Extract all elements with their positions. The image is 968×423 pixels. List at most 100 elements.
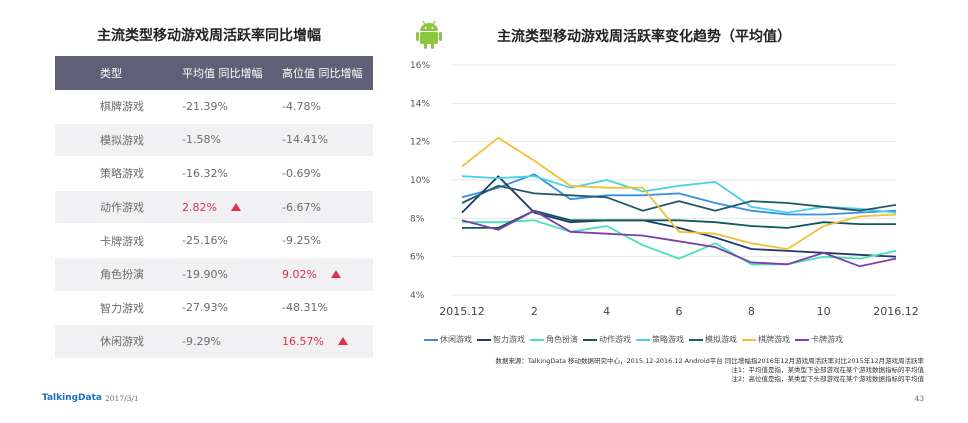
type-cell: 动作游戏 [55, 190, 182, 225]
high-cell: -48.31% [282, 291, 373, 326]
type-cell: 休闲游戏 [55, 324, 182, 359]
table-header-row: 类型 平均值 同比增幅 高位值 同比增幅 [55, 56, 373, 90]
avg-cell-text: -16.32% [182, 166, 228, 180]
brand-logo: TalkingData [42, 393, 102, 403]
high-cell: -4.78% [282, 90, 373, 124]
x-tick-label: 10 [817, 305, 831, 318]
chart-legend: 休闲游戏 智力游戏 角色扮演 动作游戏 策略游戏 模拟游戏 棋牌游戏 卡牌游戏 [424, 334, 848, 345]
y-tick-label: 16% [410, 61, 430, 71]
chart-title: 主流类型移动游戏周活跃率变化趋势（平均值） [497, 29, 791, 45]
high-cell: -14.41% [282, 123, 373, 158]
header-avg: 平均值 同比增幅 [182, 56, 282, 90]
android-icon [416, 20, 442, 49]
avg-cell: -9.29% [182, 324, 282, 359]
legend-label: 休闲游戏 [440, 335, 472, 344]
header-high: 高位值 同比增幅 [282, 56, 373, 90]
avg-cell-text: -19.90% [182, 267, 228, 281]
x-tick-label: 2016.12 [873, 305, 919, 318]
series-line [462, 219, 897, 266]
avg-cell-text: -25.16% [182, 234, 228, 248]
table-body: 棋牌游戏 -21.39% -4.78% 模拟游戏 -1.58% -14.41% 策略游戏 -1… [55, 90, 373, 359]
y-tick-label: 8% [410, 214, 425, 224]
legend-item: 模拟游戏 [689, 334, 737, 345]
y-tick-label: 4% [410, 291, 425, 301]
series-line [461, 209, 897, 268]
increase-triangle-icon [330, 269, 341, 278]
high-cell-text: -4.78% [282, 99, 321, 113]
avg-cell: -19.90% [182, 257, 282, 292]
series-line [461, 136, 897, 250]
table-row: 模拟游戏 -1.58% -14.41% [55, 123, 373, 158]
header-type: 类型 [55, 56, 182, 90]
x-tick-label: 8 [748, 305, 755, 318]
growth-table: 类型 平均值 同比增幅 高位值 同比增幅 棋牌游戏 -21.39% -4.78% 模拟… [55, 56, 373, 359]
table-row: 动作游戏 2.82% -6.67% [55, 190, 373, 225]
type-cell: 卡牌游戏 [55, 223, 182, 258]
high-cell-text: -0.69% [282, 166, 321, 180]
legend-item: 策略游戏 [636, 334, 684, 345]
legend-item: 动作游戏 [583, 334, 631, 345]
legend-label: 角色扮演 [546, 335, 578, 344]
legend-swatch [530, 338, 544, 341]
x-tick-label: 2 [531, 305, 538, 318]
high-cell-text: 16.57% [282, 334, 324, 348]
type-cell: 模拟游戏 [55, 123, 182, 158]
footer-date: 2017/3/1 [105, 394, 139, 403]
high-cell-text: -48.31% [282, 301, 328, 315]
legend-label: 策略游戏 [652, 335, 684, 344]
source-line-1: 数据来源：TalkingData 移动数据研究中心，2015.12-2016.1… [495, 357, 924, 365]
legend-swatch [583, 338, 597, 341]
avg-cell: -25.16% [182, 223, 282, 258]
page-number: 43 [914, 394, 924, 403]
legend-swatch [742, 338, 756, 341]
high-cell: -6.67% [282, 190, 373, 225]
avg-cell: -27.93% [182, 291, 282, 326]
x-tick-label: 2015.12 [439, 305, 485, 318]
y-tick-label: 14% [410, 99, 430, 109]
series-line [461, 184, 897, 212]
table-row: 休闲游戏 -9.29% 16.57% [55, 324, 373, 359]
legend-label: 智力游戏 [493, 335, 525, 344]
table-row: 智力游戏 -27.93% -48.31% [55, 291, 373, 326]
legend-swatch [689, 338, 703, 341]
legend-label: 动作游戏 [599, 335, 631, 344]
avg-cell-text: -27.93% [182, 301, 228, 315]
source-line-2: 注1：平均值是指，某类型下全部游戏在某个游戏数据指标的平均值 [731, 366, 924, 374]
y-tick-label: 6% [410, 253, 425, 263]
x-tick-label: 4 [603, 305, 610, 318]
type-cell-text: 角色扮演 [100, 268, 144, 282]
table-title: 主流类型移动游戏周活跃率同比增幅 [97, 28, 321, 44]
series-line [461, 175, 897, 258]
type-cell-text: 智力游戏 [100, 301, 144, 315]
legend-swatch [636, 338, 650, 341]
high-cell-text: -14.41% [282, 133, 328, 147]
x-tick-label: 6 [676, 305, 683, 318]
source-line-3: 注2：高位值是指，某类型下头部游戏在某个游戏数据指标的平均值 [731, 375, 924, 383]
type-cell: 角色扮演 [55, 257, 182, 292]
type-cell-text: 棋牌游戏 [100, 100, 144, 114]
avg-cell: 2.82% [182, 190, 282, 225]
y-tick-label: 12% [410, 138, 430, 148]
type-cell: 棋牌游戏 [55, 90, 182, 124]
legend-item: 休闲游戏 [424, 334, 472, 345]
table-row: 策略游戏 -16.32% -0.69% [55, 156, 373, 191]
high-cell: -0.69% [282, 156, 373, 191]
type-cell-text: 休闲游戏 [100, 335, 144, 349]
legend-label: 卡牌游戏 [811, 335, 843, 344]
line-chart: 4% 6% 8% 10% 12% 14% 16% 2015.12 2 4 6 8 10 2016.12 [410, 61, 919, 318]
type-cell: 智力游戏 [55, 291, 182, 326]
avg-cell-text: -1.58% [182, 133, 221, 147]
table-row: 卡牌游戏 -25.16% -9.25% [55, 223, 373, 258]
legend-swatch [795, 338, 809, 341]
legend-label: 模拟游戏 [705, 335, 737, 344]
type-cell-text: 策略游戏 [100, 167, 144, 181]
legend-swatch [424, 338, 438, 341]
avg-cell-text: 2.82% [182, 200, 217, 214]
high-cell: 9.02% [282, 257, 373, 292]
legend-item: 智力游戏 [477, 334, 525, 345]
increase-triangle-icon [337, 336, 348, 345]
increase-triangle-icon [230, 202, 241, 211]
table-row: 角色扮演 -19.90% 9.02% [55, 257, 373, 292]
avg-cell: -21.39% [182, 90, 282, 124]
legend-item: 棋牌游戏 [742, 334, 790, 345]
